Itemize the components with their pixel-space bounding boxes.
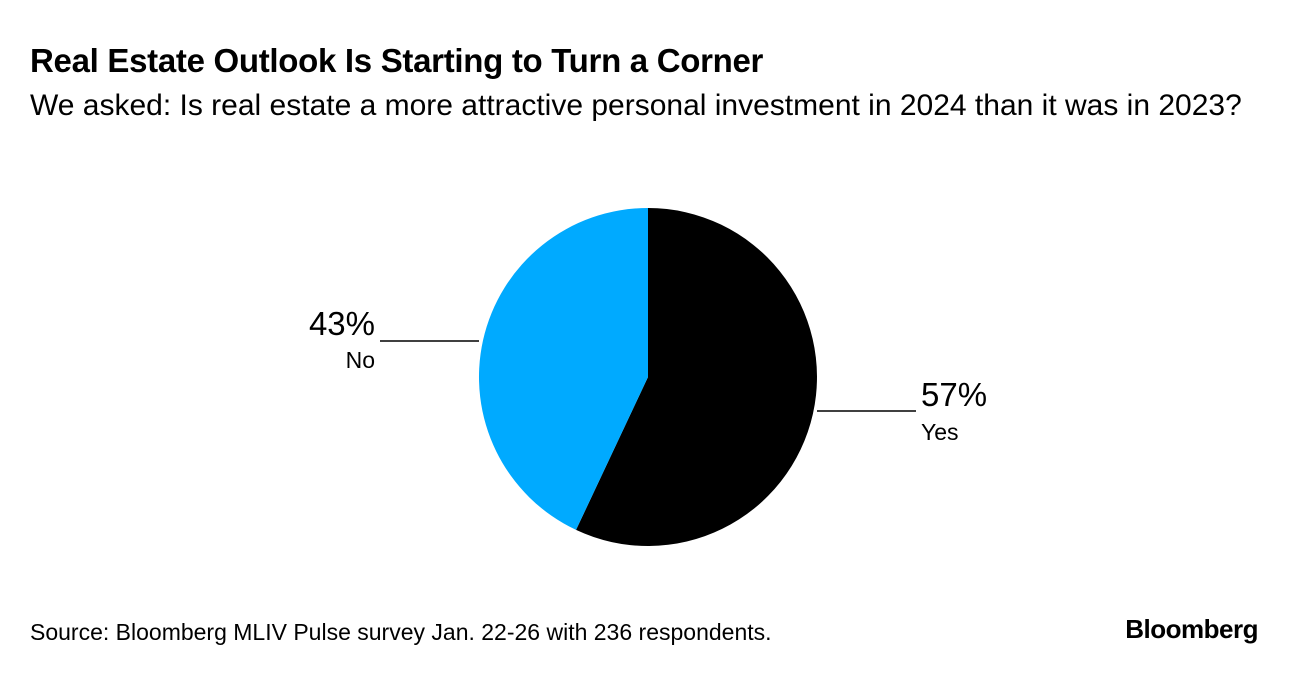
chart-subtitle: We asked: Is real estate a more attracti… bbox=[30, 89, 1242, 122]
category-label-yes: Yes bbox=[921, 419, 959, 445]
source-note: Source: Bloomberg MLIV Pulse survey Jan.… bbox=[30, 619, 772, 645]
category-label-no: No bbox=[346, 347, 375, 373]
bloomberg-logo: Bloomberg bbox=[1125, 614, 1258, 644]
chart-title: Real Estate Outlook Is Starting to Turn … bbox=[30, 42, 764, 79]
pie-slice-yes bbox=[576, 208, 817, 547]
value-label-no: 43% bbox=[309, 305, 375, 342]
value-label-yes: 57% bbox=[921, 376, 987, 413]
pie-slice-no bbox=[478, 208, 648, 530]
pie-chart: 43% No 57% Yes bbox=[309, 208, 987, 547]
